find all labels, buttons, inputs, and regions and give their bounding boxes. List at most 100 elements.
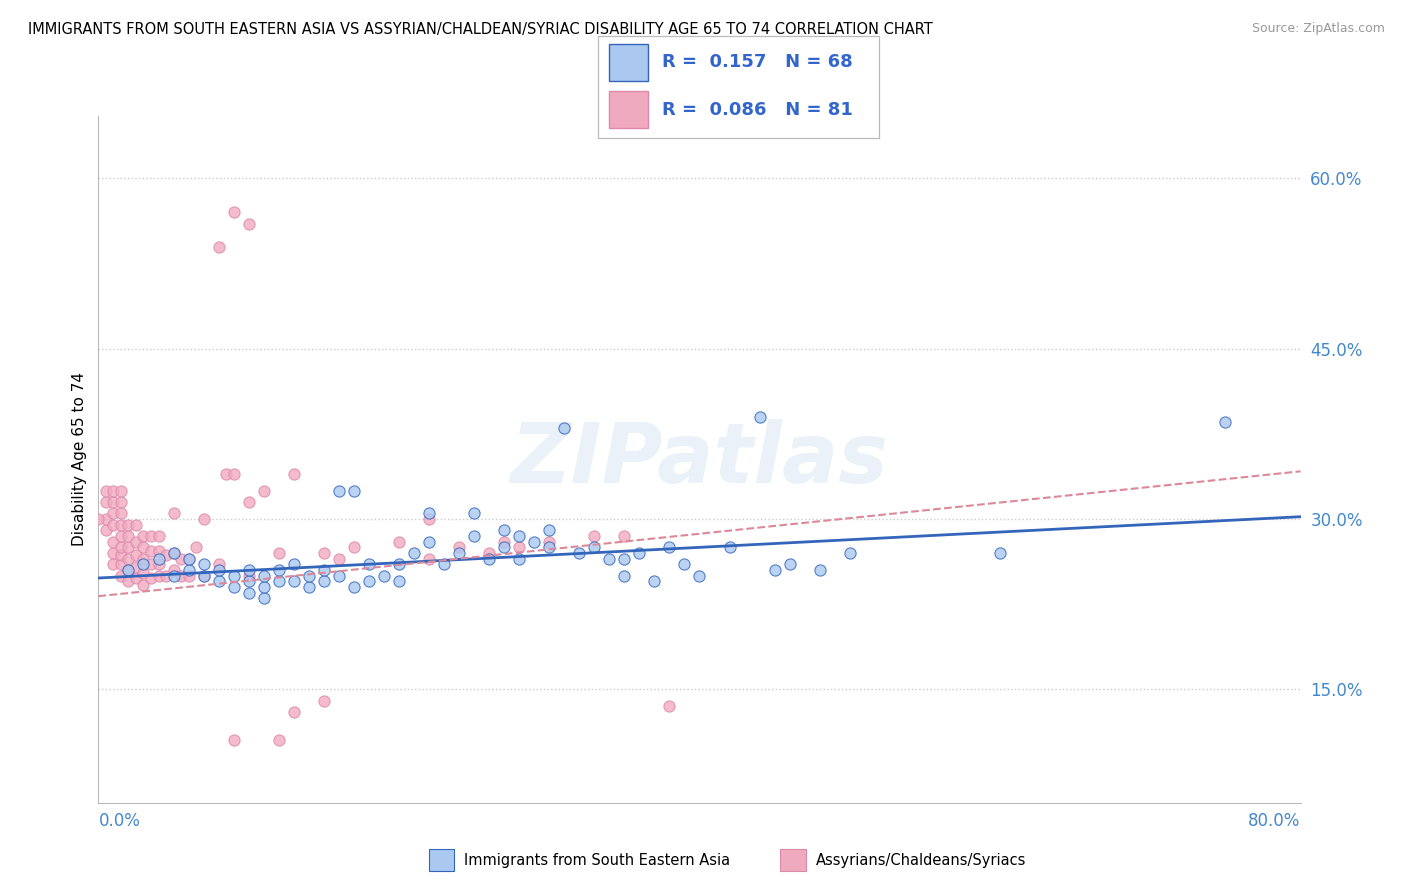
Point bbox=[184, 541, 207, 555]
Point bbox=[357, 558, 380, 572]
Point bbox=[139, 543, 162, 558]
Point bbox=[494, 541, 516, 555]
Point bbox=[267, 733, 290, 747]
Point bbox=[208, 558, 231, 572]
Point bbox=[177, 563, 200, 577]
Point bbox=[388, 574, 411, 589]
Point bbox=[283, 705, 305, 719]
Point bbox=[267, 546, 290, 560]
Point bbox=[103, 506, 125, 520]
Point bbox=[125, 517, 148, 532]
Point bbox=[283, 574, 305, 589]
Point bbox=[162, 568, 184, 582]
Point bbox=[103, 534, 125, 549]
Point bbox=[298, 568, 321, 582]
Point bbox=[283, 558, 305, 572]
Point bbox=[253, 483, 276, 498]
Point bbox=[1215, 416, 1237, 430]
Point bbox=[110, 495, 132, 509]
Point bbox=[103, 558, 125, 572]
Text: R =  0.157   N = 68: R = 0.157 N = 68 bbox=[662, 54, 853, 71]
Point bbox=[418, 551, 440, 566]
Point bbox=[148, 529, 170, 543]
Point bbox=[155, 568, 177, 582]
Point bbox=[193, 558, 215, 572]
Text: R =  0.086   N = 81: R = 0.086 N = 81 bbox=[662, 101, 853, 119]
Point bbox=[447, 541, 470, 555]
Point bbox=[583, 529, 606, 543]
Bar bbox=[609, 44, 648, 81]
Point bbox=[447, 546, 470, 560]
Point bbox=[688, 568, 710, 582]
Point bbox=[148, 568, 170, 582]
Point bbox=[418, 506, 440, 520]
Point bbox=[628, 546, 651, 560]
Point bbox=[103, 495, 125, 509]
Point bbox=[343, 580, 366, 594]
Point bbox=[328, 568, 350, 582]
Text: ZIPatlas: ZIPatlas bbox=[510, 419, 889, 500]
Point bbox=[139, 571, 162, 585]
Point bbox=[222, 467, 245, 481]
Point bbox=[132, 558, 155, 572]
Point bbox=[132, 541, 155, 555]
Point bbox=[523, 534, 546, 549]
Point bbox=[613, 551, 636, 566]
Point bbox=[388, 534, 411, 549]
Point bbox=[110, 558, 132, 572]
Point bbox=[139, 558, 162, 572]
Point bbox=[253, 591, 276, 606]
Point bbox=[193, 568, 215, 582]
Point bbox=[658, 541, 681, 555]
Point bbox=[110, 549, 132, 563]
Point bbox=[508, 541, 530, 555]
Point bbox=[103, 517, 125, 532]
Point bbox=[94, 495, 117, 509]
Point bbox=[87, 512, 110, 526]
Point bbox=[312, 546, 335, 560]
Point bbox=[117, 517, 139, 532]
Point bbox=[170, 568, 193, 582]
Point bbox=[110, 506, 132, 520]
Point bbox=[110, 483, 132, 498]
Point bbox=[298, 580, 321, 594]
Point bbox=[418, 534, 440, 549]
Point bbox=[583, 541, 606, 555]
Point bbox=[222, 733, 245, 747]
Point bbox=[779, 558, 801, 572]
Point bbox=[463, 506, 485, 520]
Y-axis label: Disability Age 65 to 74: Disability Age 65 to 74 bbox=[72, 372, 87, 547]
Point bbox=[238, 217, 260, 231]
Point bbox=[598, 551, 620, 566]
Point bbox=[155, 549, 177, 563]
Point bbox=[148, 558, 170, 572]
Point bbox=[267, 574, 290, 589]
Point bbox=[177, 551, 200, 566]
Point bbox=[117, 563, 139, 577]
Point bbox=[508, 551, 530, 566]
Point bbox=[538, 534, 561, 549]
Point bbox=[117, 541, 139, 555]
Point bbox=[132, 578, 155, 592]
Text: Assyrians/Chaldeans/Syriacs: Assyrians/Chaldeans/Syriacs bbox=[815, 854, 1026, 868]
Point bbox=[538, 524, 561, 538]
Point bbox=[253, 580, 276, 594]
Point bbox=[283, 467, 305, 481]
Point bbox=[148, 551, 170, 566]
Point bbox=[478, 546, 501, 560]
Point bbox=[343, 541, 366, 555]
Bar bbox=[609, 91, 648, 128]
Point bbox=[402, 546, 425, 560]
Point bbox=[238, 586, 260, 600]
Point bbox=[808, 563, 831, 577]
Text: Source: ZipAtlas.com: Source: ZipAtlas.com bbox=[1251, 22, 1385, 36]
Point bbox=[613, 568, 636, 582]
Point bbox=[110, 517, 132, 532]
Point bbox=[643, 574, 665, 589]
Point bbox=[193, 568, 215, 582]
Point bbox=[125, 534, 148, 549]
Point bbox=[238, 574, 260, 589]
Point bbox=[222, 580, 245, 594]
Point bbox=[117, 551, 139, 566]
Point bbox=[388, 558, 411, 572]
